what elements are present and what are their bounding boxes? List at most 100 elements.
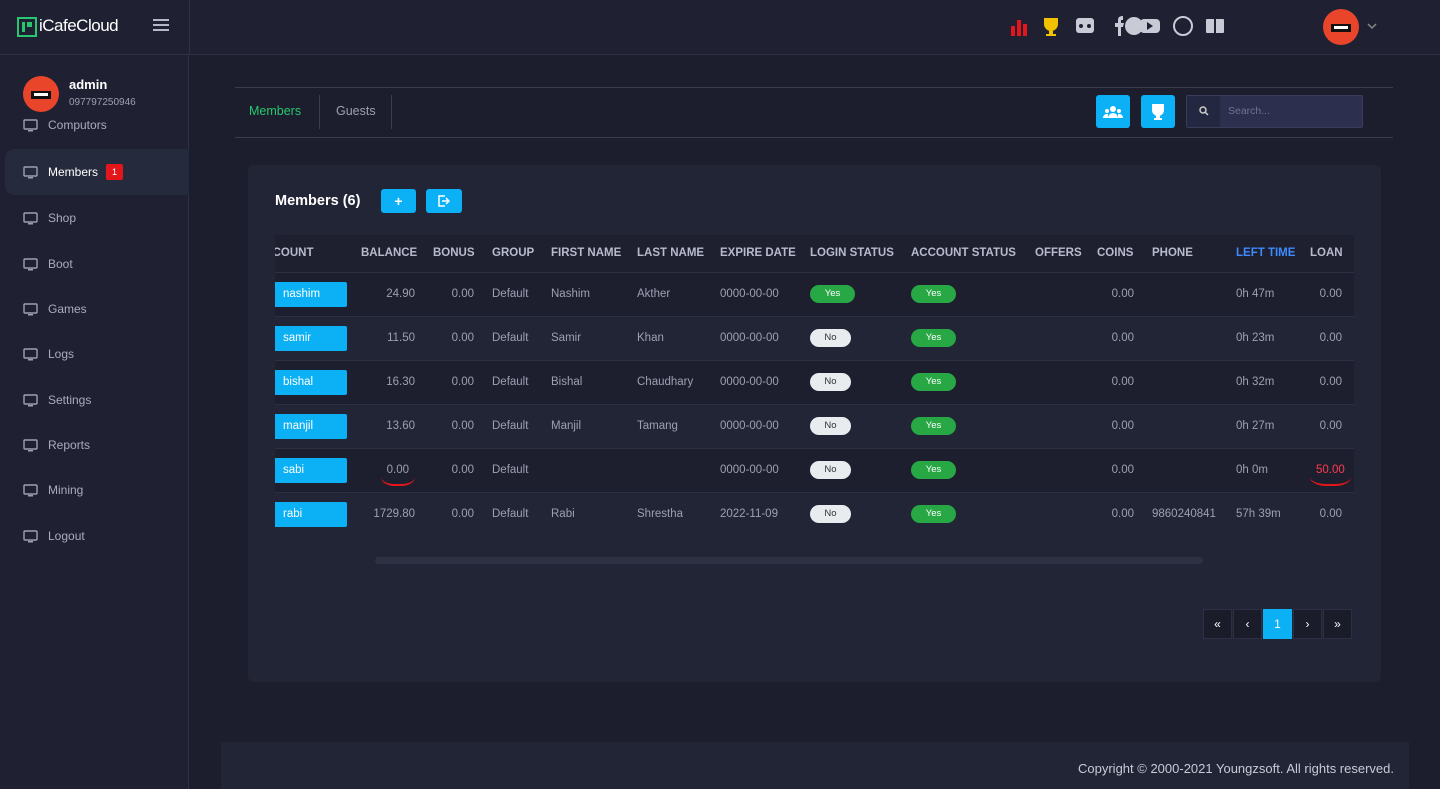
column-header: BALANCE [355,235,427,272]
nav-item[interactable]: Logout [5,513,189,559]
export-button[interactable] [426,189,462,213]
nav-item[interactable]: Logs [5,331,189,377]
column-header: ACCOUNT STATUS [905,235,1029,272]
account-button[interactable]: bishal [275,369,347,395]
cell-text: Bishal [551,376,583,388]
cell-text: 57h 39m [1236,508,1281,521]
cell-text: 0000-00-00 [720,288,779,300]
cell-text: 0000-00-00 [720,332,779,344]
cell-text: 0.00 [1111,376,1134,388]
copyright: Copyright © 2000-2021 Youngzsoft. All ri… [1078,761,1394,776]
status-pill: Yes [911,417,956,435]
cell-text: 50.00 [1310,464,1351,486]
nav-label: Boot [48,257,73,271]
page-button[interactable]: 1 [1263,609,1292,639]
account-menu[interactable] [1322,8,1382,46]
cell-text: Shrestha [637,508,684,521]
cell-text: 0.00 [451,332,474,344]
column-header: LOAN [1304,235,1354,272]
ranking-button[interactable] [1141,95,1175,128]
cell-text: 0.00 [1319,420,1342,432]
social-icons[interactable] [1008,14,1228,40]
sidebar: admin 097797250946 Computors Members 1 Shop… [0,55,189,789]
nav-item[interactable]: Settings [5,377,189,423]
nav-label: Settings [48,393,92,407]
cell-text: Default [492,376,529,388]
cell-text: 0.00 [451,420,474,432]
cell-text: 0.00 [1319,508,1342,521]
menu-toggle[interactable] [153,19,169,32]
tab-members[interactable]: Members [249,104,302,118]
search-box[interactable]: Search... [1186,95,1363,128]
brand: iCafeCloud [39,16,119,35]
status-pill: Yes [911,461,956,479]
user-name: admin [69,77,108,92]
status-pill: Yes [911,505,956,524]
cell-text: 11.50 [387,332,415,344]
footer: Copyright © 2000-2021 Youngzsoft. All ri… [221,742,1409,789]
status-pill: Yes [911,373,956,391]
nav-label: Logs [48,347,75,361]
page-button[interactable]: « [1203,609,1232,639]
page-button[interactable]: » [1323,609,1352,639]
nav-label: Shop [48,211,77,225]
cell-text: 0.00 [451,508,474,521]
status-pill: No [810,373,851,391]
nav-label: Members [48,165,99,179]
page-button[interactable]: › [1293,609,1322,639]
cell-text: Default [492,420,529,432]
account-button[interactable]: samir [275,325,347,351]
nav-label: Mining [48,483,84,497]
members-group-button[interactable] [1096,95,1130,128]
cell-text: 0.00 [451,464,474,476]
cell-text: 9860240841 [1152,508,1216,521]
cell-text: 0h 32m [1236,376,1275,388]
account-button[interactable]: nashim [275,281,347,307]
cell-text: 0h 27m [1236,420,1275,432]
nav-item[interactable]: Members 1 [5,149,189,195]
account-button[interactable]: rabi [275,501,347,527]
account-button[interactable]: manjil [275,413,347,439]
nav-item[interactable]: Computors [5,102,189,148]
cell-text: 24.90 [386,288,415,300]
cell-text: 16.30 [386,376,415,388]
cell-text: Khan [637,332,664,344]
cell-text: Default [492,288,529,300]
cell-text: Samir [551,332,582,344]
account-button[interactable]: sabi [275,457,347,483]
cell-text: 0h 23m [1236,332,1275,344]
cell-text: Rabi [551,508,575,521]
cell-text: Tamang [637,420,678,432]
column-header: LAST NAME [631,235,714,272]
status-pill: Yes [911,285,956,303]
nav-label: Reports [48,438,91,452]
cell-text: Chaudhary [637,376,694,388]
column-header: OFFERS [1029,235,1091,272]
nav-label: Computors [48,118,107,132]
horizontal-scrollbar[interactable] [375,557,1203,564]
column-header: ACCOUNT [275,235,355,272]
page-button[interactable]: ‹ [1233,609,1262,639]
cell-text: Default [492,508,529,521]
cell-text: 0.00 [1319,376,1342,388]
top-bar: iCafeCloud [0,0,1440,55]
column-header: LOGIN STATUS [804,235,905,272]
status-pill: Yes [911,329,956,347]
nav-item[interactable]: Reports [5,422,189,468]
cell-text: 0.00 [1319,332,1342,344]
cell-text: 0h 0m [1236,464,1268,476]
add-member-button[interactable]: + [381,189,416,213]
cell-text: 2022-11-09 [720,508,778,521]
nav-item[interactable]: Games [5,286,189,332]
status-pill: No [810,329,851,347]
nav-item[interactable]: Mining [5,467,189,513]
cell-text: 0.00 [380,464,415,486]
nav-item[interactable]: Boot [5,241,189,287]
status-pill: No [810,417,851,435]
nav-item[interactable]: Shop [5,195,189,241]
cell-text: 0000-00-00 [720,376,779,388]
tab-guests[interactable]: Guests [336,104,376,118]
cell-text: 0.00 [1111,332,1134,344]
